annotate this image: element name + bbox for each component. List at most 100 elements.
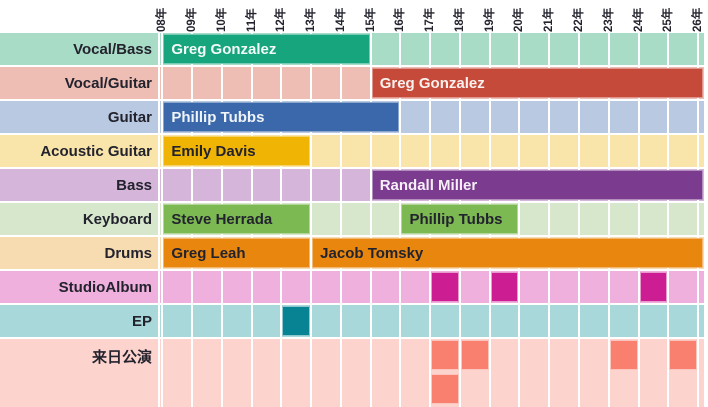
gridline — [339, 67, 342, 99]
gridline — [548, 339, 551, 407]
event-cell-japan-shows-2023 — [609, 340, 638, 370]
gridline — [607, 271, 610, 303]
gridline — [280, 305, 283, 337]
gridline — [667, 305, 670, 337]
gridline — [667, 339, 670, 407]
gridline — [220, 169, 223, 201]
row-label-drums: Drums — [0, 237, 158, 269]
gridline — [607, 101, 610, 133]
gridline — [578, 203, 580, 235]
event-cell-ep-2012 — [282, 306, 311, 336]
gridline — [458, 33, 461, 65]
gridline — [667, 271, 670, 303]
x-axis-tick-2017: 17年 — [424, 7, 437, 32]
gridline — [310, 339, 313, 407]
row-label-keyboard: Keyboard — [0, 203, 158, 235]
gridline — [191, 169, 194, 201]
row-track-acoustic-guitar: Emily Davis — [160, 135, 704, 167]
row-track-japan-shows — [160, 339, 704, 407]
gridline — [161, 33, 164, 65]
gridline — [339, 305, 342, 337]
row-keyboard: Keyboard Steve Herrada Phillip Tubbs — [0, 203, 708, 235]
gridline — [518, 101, 521, 133]
gridline — [339, 169, 342, 201]
gridline — [369, 169, 372, 201]
row-track-drums: Greg Leah Jacob Tomsky — [160, 237, 704, 269]
gridline — [637, 271, 640, 303]
gridline — [518, 271, 521, 303]
gridline — [697, 203, 700, 235]
gridline — [458, 101, 461, 133]
gridline — [161, 135, 164, 167]
gridline — [518, 305, 521, 337]
event-cell-japan-shows-2017 — [431, 374, 459, 404]
event-cell-studio-album-2019 — [490, 272, 519, 302]
gridline — [637, 101, 640, 133]
bar-phillip-tubbs: Phillip Tubbs — [401, 204, 519, 234]
row-track-keyboard: Steve Herrada Phillip Tubbs — [160, 203, 704, 235]
gridline — [161, 271, 164, 303]
gridline — [250, 305, 253, 337]
gridline — [607, 33, 610, 65]
gridline — [161, 67, 164, 99]
gridline — [697, 101, 700, 133]
row-label-acoustic-guitar: Acoustic Guitar — [0, 135, 158, 167]
gridline — [578, 101, 580, 133]
gridline — [310, 271, 313, 303]
gridline — [488, 271, 491, 303]
x-axis-tick-2015: 15年 — [364, 7, 377, 32]
gridline — [548, 203, 551, 235]
row-guitar: Guitar Phillip Tubbs — [0, 101, 708, 133]
row-track-bass: Randall Miller — [160, 169, 704, 201]
x-axis-tick-2012: 12年 — [275, 7, 288, 32]
row-label-studio-album: StudioAlbum — [0, 271, 158, 303]
gridline — [578, 339, 580, 407]
x-axis-tick-2024: 24年 — [632, 7, 645, 32]
row-track-vocal-bass: Greg Gonzalez — [160, 33, 704, 65]
gridline — [161, 305, 164, 337]
gridline — [667, 33, 670, 65]
gridline — [310, 237, 313, 269]
gridline — [339, 271, 342, 303]
gridline — [637, 339, 640, 407]
gridline — [161, 169, 164, 201]
gridline — [369, 271, 372, 303]
gridline — [488, 33, 491, 65]
gridline — [637, 305, 640, 337]
gridline — [578, 135, 580, 167]
row-track-vocal-guitar: Greg Gonzalez — [160, 67, 704, 99]
gridline — [488, 305, 491, 337]
gridline — [220, 67, 223, 99]
gridline — [399, 101, 402, 133]
gridline — [637, 203, 640, 235]
gridline — [607, 203, 610, 235]
gridline — [697, 135, 700, 167]
event-cell-studio-album-2024 — [639, 272, 668, 302]
x-axis-tick-2019: 19年 — [483, 7, 496, 32]
row-track-guitar: Phillip Tubbs — [160, 101, 704, 133]
gridline — [637, 33, 640, 65]
gridline — [369, 67, 372, 99]
gridline — [280, 271, 283, 303]
gridline — [310, 67, 313, 99]
gridline — [280, 169, 283, 201]
gridline — [339, 203, 342, 235]
gridline — [250, 339, 253, 407]
x-axis: 08年 09年 10年 11年 12年 13年 14年 15年 16年 17年 18年 19年 20年 2… — [156, 0, 705, 33]
gridline — [429, 305, 432, 337]
gridline — [399, 305, 402, 337]
row-drums: Drums Greg Leah Jacob Tomsky — [0, 237, 708, 269]
x-axis-tick-2016: 16年 — [394, 7, 407, 32]
gridline — [369, 203, 372, 235]
row-acoustic-guitar: Acoustic Guitar Emily Davis — [0, 135, 708, 167]
x-axis-tick-2008: 08年 — [156, 7, 169, 32]
x-axis-tick-2026: 26年 — [692, 7, 705, 32]
gridline — [697, 305, 700, 337]
gridline — [429, 339, 432, 407]
event-cell-japan-shows-2025 — [669, 340, 698, 370]
x-axis-tick-2018: 18年 — [453, 7, 466, 32]
gridline — [280, 67, 283, 99]
gridline — [548, 33, 551, 65]
gridline — [488, 101, 491, 133]
